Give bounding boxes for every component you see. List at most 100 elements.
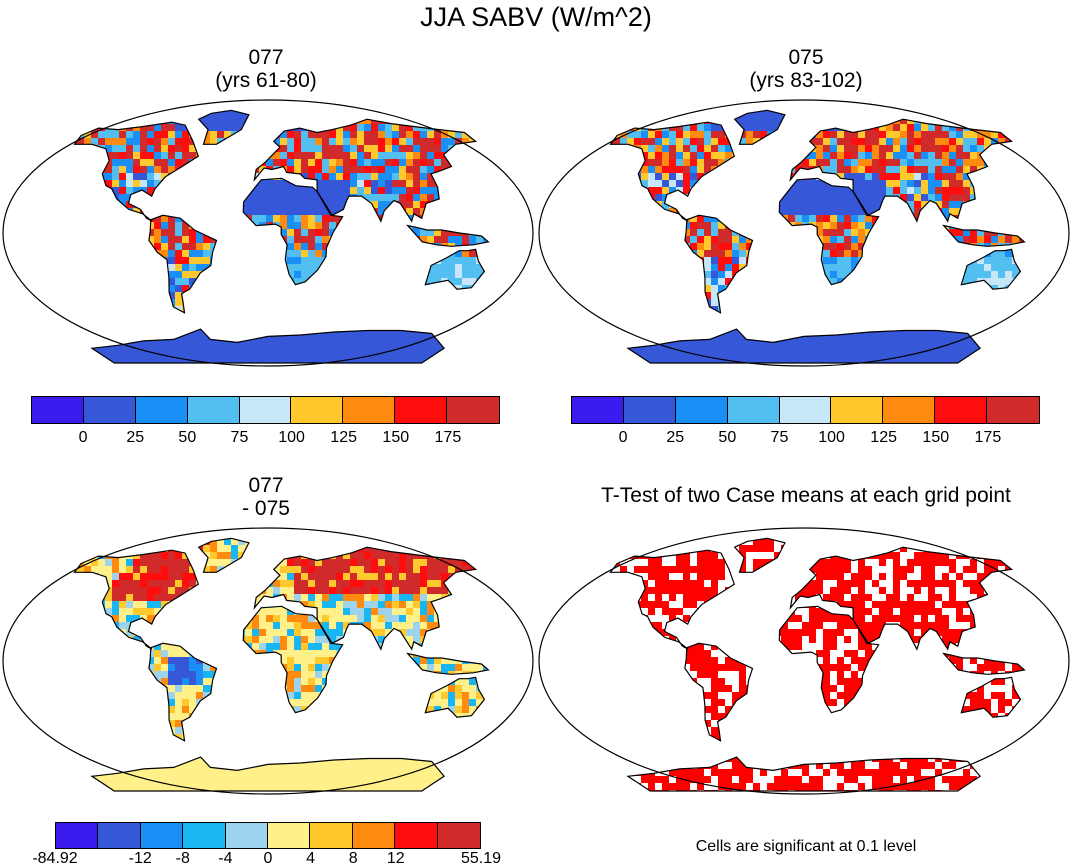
colorbar-difference-tick-label: -84.92 <box>32 850 78 867</box>
panel-title-top-right: 075 (yrs 83-102) <box>706 46 906 92</box>
colorbar-075-swatch <box>883 397 936 423</box>
colorbar-difference-swatch <box>395 823 438 848</box>
colorbar-077-tick-label: 100 <box>278 429 305 446</box>
map-difference-coastline-north-america <box>73 549 200 650</box>
colorbar-difference-tick-label: 8 <box>348 850 358 867</box>
colorbar-difference-tick-label: -4 <box>218 850 233 867</box>
colorbar-difference-tick-label: 12 <box>386 850 405 867</box>
map-difference-coastline-africa <box>242 605 344 714</box>
colorbar-075-swatch <box>935 397 987 423</box>
colorbar-077-tick-label: 150 <box>382 429 410 446</box>
map-075-coastline-greenland <box>733 109 786 145</box>
colorbar-difference-tick-label: 55.19 <box>460 850 502 867</box>
map-077-coastline-south-america <box>148 214 218 314</box>
colorbar-difference-swatch <box>352 823 396 848</box>
figure-title: JJA SABV (W/m^2) <box>420 2 652 32</box>
map-ttest-coastline-australia <box>960 676 1022 718</box>
colorbar-077-tick-label: 0 <box>78 429 88 446</box>
colorbar-077-swatch <box>32 397 84 423</box>
map-difference-map-border <box>2 527 534 795</box>
map-075-coastline-north-america <box>609 121 736 222</box>
colorbar-077-swatch <box>83 397 136 423</box>
significance-note: Cells are significant at 0.1 level <box>695 838 917 855</box>
map-ttest-coastline-antarctica <box>626 756 981 792</box>
colorbar-077-swatch <box>135 397 188 423</box>
map-077-coastline-greenland <box>197 109 250 145</box>
colorbar-difference-swatch <box>183 823 226 848</box>
panel-title-bottom-left-line2: - 075 <box>242 497 290 520</box>
panel-title-top-left: 077 (yrs 61-80) <box>166 46 366 92</box>
map-difference-coastline-indonesia <box>406 652 490 675</box>
map-ttest-coastline-north-america <box>609 549 736 650</box>
map-077-coastline-indonesia <box>406 224 490 247</box>
colorbar-075-ticks: 0 25 50 75 100 125 150 175 <box>571 429 1040 449</box>
colorbar-difference-swatch <box>225 823 268 848</box>
colorbar-difference-tick-label: -8 <box>175 850 190 867</box>
map-difference-coastline-south-america <box>148 642 218 742</box>
colorbar-difference-swatch <box>437 823 480 848</box>
colorbar-077-swatch <box>187 397 240 423</box>
colorbar-difference-tick-label: -12 <box>128 850 152 867</box>
map-075-coastline-south-america <box>684 214 754 314</box>
colorbar-075-swatch <box>623 397 676 423</box>
colorbar-077-ticks: 0 25 50 75 100 125 150 175 <box>31 429 500 449</box>
map-ttest-coastline-greenland <box>733 537 786 573</box>
panel-title-bottom-right: T-Test of two Case means at each grid po… <box>601 484 1011 507</box>
colorbar-075-swatch <box>727 397 780 423</box>
colorbar-077-tick-label: 175 <box>434 429 462 446</box>
colorbar-075-swatch <box>831 397 884 423</box>
map-077-map-border <box>2 99 534 367</box>
colorbar-077-tick-label: 75 <box>230 429 249 446</box>
colorbar-075-tick-label: 175 <box>974 429 1002 446</box>
colorbar-075-tick-label: 100 <box>818 429 845 446</box>
colorbar-difference-swatch <box>140 823 184 848</box>
colorbar-077 <box>31 396 500 424</box>
colorbar-077-swatch <box>343 397 396 423</box>
map-075-map-border <box>538 99 1070 367</box>
colorbar-difference-tick-label: 0 <box>263 850 273 867</box>
colorbar-difference-swatch <box>56 823 99 848</box>
colorbar-077-tick-label: 50 <box>178 429 197 446</box>
colorbar-075-swatch <box>987 397 1039 423</box>
map-ttest-coastline-indonesia <box>942 652 1026 675</box>
colorbar-difference-swatch <box>267 823 311 848</box>
map-ttest-coastline-south-america <box>684 642 754 742</box>
colorbar-075-tick-label: 75 <box>770 429 789 446</box>
map-difference-coastline-greenland <box>197 537 250 573</box>
colorbar-075-swatch <box>675 397 728 423</box>
map-075-coastline-australia <box>960 248 1022 290</box>
colorbar-difference <box>55 822 481 849</box>
map-077-coastline-australia <box>424 248 486 290</box>
colorbar-difference-ticks: -84.92 -12 -8 -4 0 4 8 12 55.19 <box>32 850 501 868</box>
map-panel-difference <box>2 527 534 795</box>
colorbar-077-tick-label: 125 <box>330 429 358 446</box>
map-077-coastline-eurasia <box>253 118 478 223</box>
panel-title-bottom-left-line1: 077 <box>248 474 284 497</box>
map-difference-coastline-australia <box>424 676 486 718</box>
map-075-coastline-africa <box>778 177 880 286</box>
map-panel-ttest <box>538 527 1070 795</box>
colorbar-077-swatch <box>395 397 447 423</box>
colorbar-077-tick-label: 25 <box>126 429 145 446</box>
colorbar-075-tick-label: 25 <box>666 429 685 446</box>
map-077-coastline-north-america <box>73 121 200 222</box>
map-panel-077 <box>2 99 534 367</box>
colorbar-075-tick-label: 0 <box>618 429 628 446</box>
colorbar-077-swatch <box>291 397 344 423</box>
map-075-coastline-eurasia <box>789 118 1014 223</box>
panel-title-bottom-left: 077 - 075 <box>166 474 366 520</box>
map-077-coastline-antarctica <box>90 328 445 364</box>
panel-title-top-left-line1: 077 <box>248 46 284 69</box>
colorbar-075-swatch <box>779 397 832 423</box>
map-075-coastline-indonesia <box>942 224 1026 247</box>
map-077-coastline-africa <box>242 177 344 286</box>
map-ttest-coastline-africa <box>778 605 880 714</box>
colorbar-075-swatch <box>572 397 624 423</box>
map-ttest-map-border <box>538 527 1070 795</box>
map-difference-coastline-antarctica <box>90 756 445 792</box>
panel-title-top-right-line2: (yrs 83-102) <box>749 69 863 92</box>
colorbar-075-tick-label: 50 <box>718 429 737 446</box>
colorbar-075 <box>571 396 1040 424</box>
colorbar-075-tick-label: 150 <box>922 429 950 446</box>
colorbar-077-swatch <box>239 397 292 423</box>
